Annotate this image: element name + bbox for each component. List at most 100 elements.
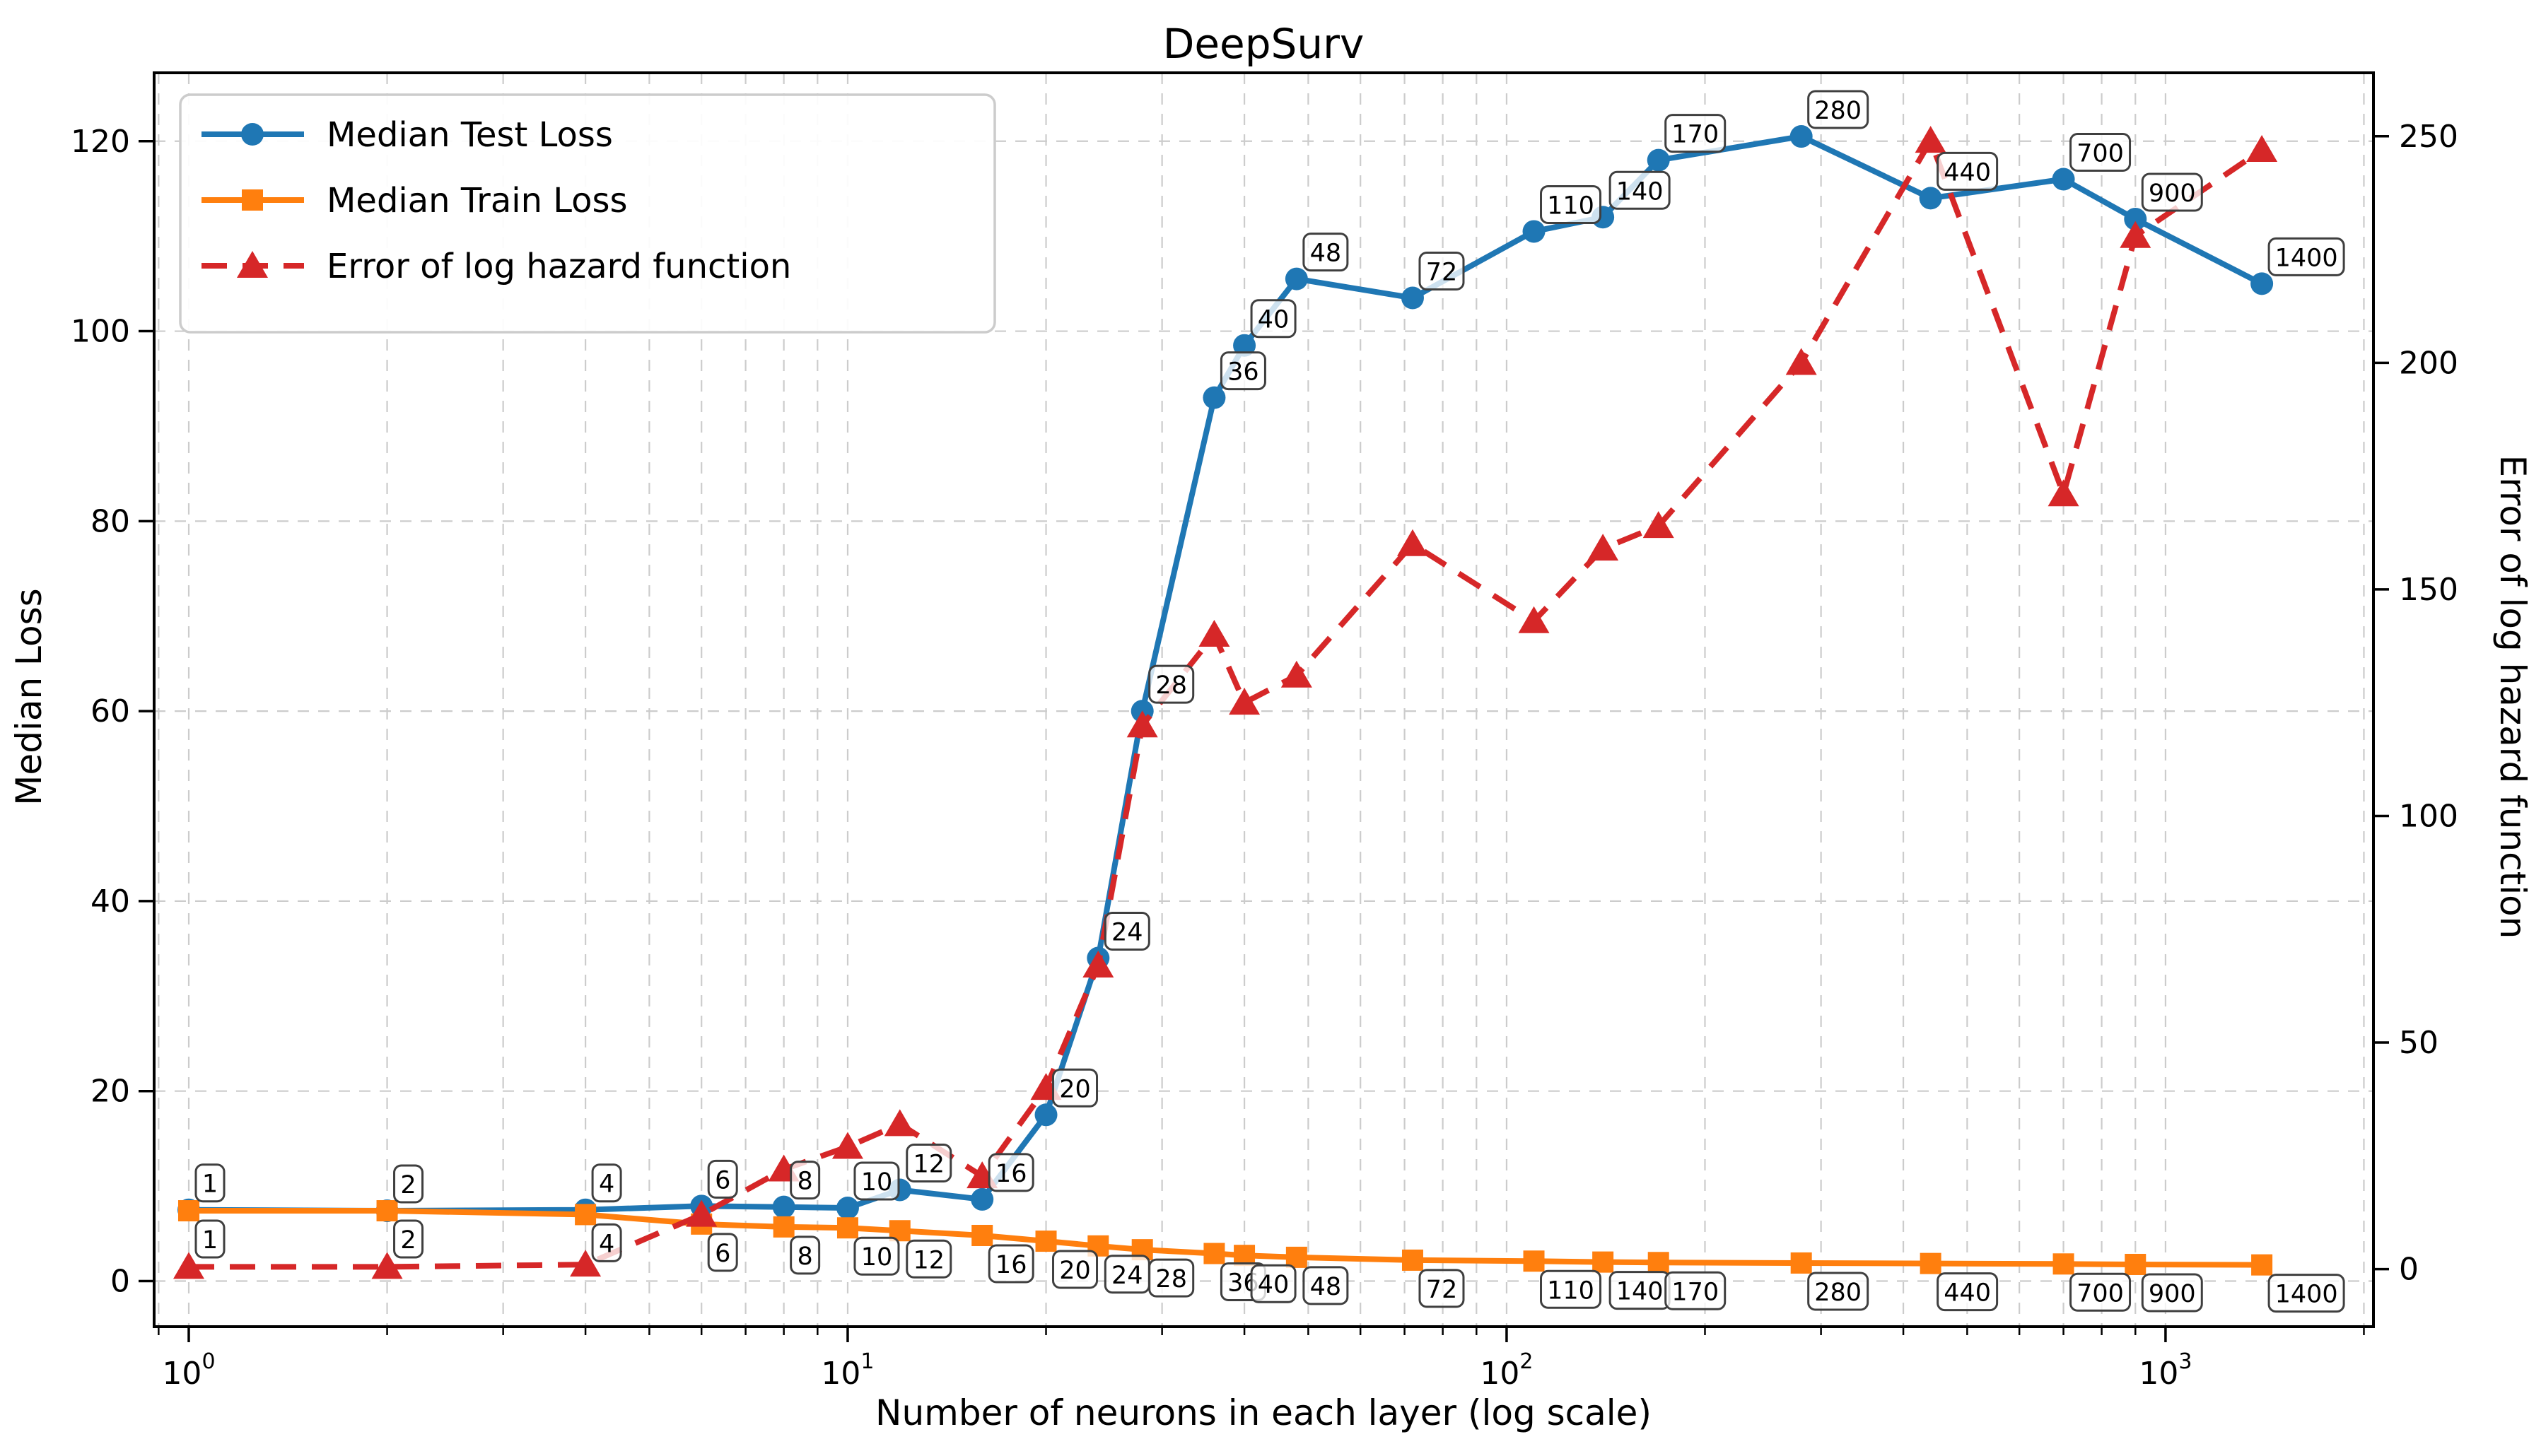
error-of-log-hazard-function-point: [1785, 348, 1817, 375]
point-label: 12: [906, 1239, 952, 1279]
point-label-box: [1807, 90, 1869, 129]
point-label: 170: [1664, 1271, 1727, 1310]
legend-item-label: Median Test Loss: [327, 115, 613, 155]
error-of-log-hazard-function-point: [686, 1199, 718, 1227]
point-label-text: 1400: [2275, 1281, 2338, 1309]
median-test-loss-point: [772, 1195, 795, 1219]
median-train-loss-point: [773, 1216, 795, 1238]
point-label-box: [2267, 237, 2345, 276]
point-label: 20: [1052, 1068, 1099, 1108]
error-of-log-hazard-function-point: [2048, 479, 2079, 507]
point-label-box: [1302, 1266, 1349, 1305]
y-right-tick-label: 150: [2399, 572, 2458, 608]
point-label-box: [790, 1235, 821, 1275]
point-label: 1400: [2267, 1274, 2345, 1313]
point-label: 900: [2141, 172, 2203, 212]
point-label: 440: [1937, 151, 1999, 191]
point-label: 24: [1104, 1255, 1150, 1294]
point-label-box: [1148, 1258, 1195, 1298]
y-left-tick-label: 100: [71, 314, 130, 350]
point-label-box: [1937, 1272, 1999, 1312]
point-label: 140: [1608, 170, 1671, 210]
point-label-text: 170: [1671, 121, 1719, 149]
point-label: 170: [1664, 114, 1727, 153]
point-label-text: 900: [2149, 180, 2196, 208]
y-left-tick-label: 120: [71, 124, 130, 160]
point-label-box: [707, 1233, 738, 1272]
point-label: 48: [1302, 233, 1349, 272]
median-train-loss-point: [1647, 1252, 1669, 1274]
median-test-loss-point: [1285, 267, 1308, 290]
point-label-box: [2141, 172, 2203, 212]
median-test-loss-point: [1233, 334, 1256, 357]
median-test-loss-point: [1919, 187, 1942, 210]
point-label-box: [1807, 1272, 1869, 1311]
point-label: 16: [988, 1244, 1034, 1284]
point-label-text: 8: [798, 1243, 813, 1271]
error-of-log-hazard-function-point: [1642, 511, 1674, 539]
point-label-box: [1418, 252, 1465, 291]
y-right-tick-label: 0: [2399, 1252, 2419, 1288]
point-label: 12: [906, 1143, 952, 1182]
median-test-loss-point: [1203, 386, 1226, 409]
median-train-loss-point: [1035, 1231, 1057, 1252]
point-label: 28: [1148, 664, 1195, 704]
y-left-axis-label: Median Loss: [8, 588, 49, 805]
error-of-log-hazard-function-point: [371, 1252, 403, 1279]
point-label-text: 110: [1547, 1276, 1594, 1305]
point-label: 900: [2141, 1273, 2203, 1313]
point-label: 110: [1540, 184, 1602, 224]
point-label: 1: [194, 1163, 226, 1203]
point-label-text: 440: [1944, 158, 1991, 187]
error-of-log-hazard-function-point: [1587, 534, 1619, 561]
point-label-text: 20: [1059, 1075, 1091, 1103]
point-label: 700: [2069, 1272, 2132, 1312]
point-label-box: [2069, 1272, 2132, 1312]
x-tick-label: 103: [2139, 1349, 2192, 1392]
point-label: 36: [1220, 351, 1266, 391]
point-label-text: 28: [1155, 1265, 1187, 1293]
point-label-text: 8: [798, 1168, 813, 1196]
error-of-log-hazard-function-point: [884, 1109, 916, 1137]
legend-item-label: Error of log hazard function: [327, 247, 791, 286]
point-label-text: 72: [1426, 259, 1458, 287]
point-label: 72: [1418, 252, 1465, 291]
point-label-box: [1052, 1250, 1099, 1289]
legend-item: Median Train Loss: [201, 181, 628, 221]
median-test-loss-point: [836, 1197, 859, 1220]
point-label-text: 140: [1616, 1278, 1664, 1306]
legend: Median Test Loss Median Train Loss Error o…: [179, 93, 996, 334]
chart-title: DeepSurv: [1163, 20, 1365, 68]
point-label: 1400: [2267, 237, 2345, 276]
point-label-box: [393, 1219, 424, 1259]
error-of-log-hazard-function-point: [570, 1250, 602, 1277]
point-label-box: [1608, 170, 1671, 210]
legend-swatch-triangle-icon: [237, 251, 268, 278]
point-label-box: [2141, 1273, 2203, 1313]
y-left-tick-label: 40: [90, 883, 130, 920]
y-left-tick-label: 20: [90, 1074, 130, 1110]
x-tick-label: 102: [1480, 1349, 1533, 1392]
point-label: 4: [591, 1223, 622, 1262]
point-label: 16: [988, 1153, 1034, 1192]
point-label-box: [853, 1236, 900, 1276]
point-label-text: 72: [1426, 1276, 1458, 1304]
point-label-text: 4: [599, 1230, 614, 1258]
x-tick-label: 101: [821, 1349, 874, 1392]
point-label-box: [1664, 1271, 1727, 1310]
point-label: 140: [1608, 1271, 1671, 1310]
point-label-text: 40: [1258, 306, 1290, 334]
point-label: 40: [1250, 1264, 1297, 1303]
y-left-tick-label: 0: [110, 1263, 130, 1299]
point-label: 10: [853, 1161, 900, 1201]
median-train-loss-point: [2052, 1253, 2074, 1275]
point-label-text: 24: [1111, 919, 1143, 947]
point-label-box: [393, 1164, 424, 1204]
legend-item: Median Test Loss: [201, 115, 613, 155]
point-label-text: 10: [861, 1168, 893, 1197]
point-label-box: [1418, 1269, 1465, 1308]
median-train-loss-point: [575, 1204, 597, 1226]
y-right-axis-label: Error of log hazard function: [2492, 455, 2529, 939]
point-label-box: [988, 1153, 1034, 1192]
